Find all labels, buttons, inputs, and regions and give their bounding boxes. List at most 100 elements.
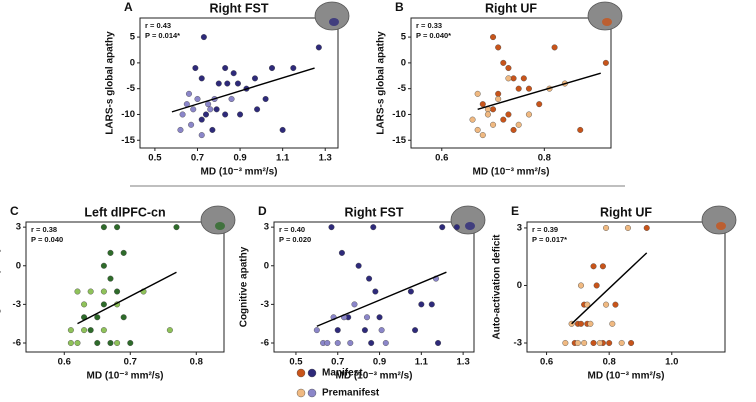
data-point	[603, 224, 610, 231]
data-point	[177, 126, 184, 133]
x-axis-label: MD (10⁻³ mm²/s)	[201, 167, 278, 178]
x-tick-label: 0.6	[58, 357, 71, 368]
data-point	[200, 34, 207, 41]
x-axis-label: MD (10⁻³ mm²/s)	[336, 371, 413, 382]
data-point	[505, 75, 512, 82]
y-tick-label: -15	[392, 135, 406, 146]
data-point	[313, 327, 320, 334]
data-point	[584, 301, 591, 308]
data-point	[490, 121, 497, 128]
data-point	[490, 34, 497, 41]
data-point	[192, 65, 199, 72]
data-point	[368, 339, 375, 346]
x-tick-label: 0.8	[538, 153, 551, 164]
y-tick-label: 0	[16, 260, 21, 271]
data-point	[254, 106, 261, 113]
data-point	[87, 327, 94, 334]
data-point	[593, 282, 600, 289]
panel-label: B	[395, 0, 404, 14]
data-point	[194, 95, 201, 102]
data-point	[198, 132, 205, 139]
stat-text: r = 0.39	[532, 225, 558, 234]
data-point	[334, 339, 341, 346]
trend-line	[77, 271, 177, 325]
data-point	[439, 224, 446, 231]
chart-title: Right UF	[485, 1, 537, 15]
plot-frame	[410, 17, 612, 149]
x-tick-label: 1.3	[319, 153, 332, 164]
x-tick-label: 0.8	[190, 357, 203, 368]
data-point	[412, 327, 419, 334]
y-tick-label: -3	[514, 338, 522, 349]
data-point	[107, 249, 114, 256]
data-point	[469, 116, 476, 123]
data-point	[603, 301, 610, 308]
data-point	[202, 111, 209, 118]
x-tick-label: 1.0	[665, 357, 678, 368]
data-point	[515, 85, 522, 92]
data-point	[536, 101, 543, 108]
data-point	[355, 262, 362, 269]
x-tick-label: 0.7	[124, 357, 137, 368]
trend-line	[571, 252, 648, 325]
data-point	[215, 80, 222, 87]
y-axis-label: Cognitive apathy	[0, 246, 2, 327]
y-tick-label: 3	[517, 222, 522, 233]
data-point	[324, 339, 331, 346]
data-point	[114, 339, 121, 346]
y-tick-label: 3	[16, 222, 21, 233]
data-point	[599, 263, 606, 270]
data-point	[237, 111, 244, 118]
data-point	[207, 106, 214, 113]
data-point	[520, 75, 527, 82]
legend-swatch	[296, 368, 306, 378]
y-tick-label: -10	[392, 109, 406, 120]
data-point	[290, 65, 297, 72]
y-tick-label: 0	[130, 57, 135, 68]
y-tick-label: 5	[401, 32, 407, 43]
data-point	[107, 339, 114, 346]
data-point	[378, 327, 385, 334]
data-point	[578, 282, 585, 289]
data-point	[418, 301, 425, 308]
chart-title: Right FST	[209, 1, 268, 15]
x-tick-label: 0.5	[148, 153, 162, 164]
data-point	[551, 44, 558, 51]
x-tick-label: 0.5	[289, 357, 303, 368]
x-tick-label: 0.6	[435, 153, 448, 164]
data-point	[67, 327, 74, 334]
data-point	[618, 339, 625, 346]
plot-frame	[25, 221, 225, 353]
data-point	[94, 339, 101, 346]
data-point	[510, 75, 517, 82]
y-tick-label: 0	[264, 260, 269, 271]
data-point	[94, 314, 101, 321]
stat-text: r = 0.38	[31, 225, 57, 234]
x-tick-label: 0.9	[373, 357, 386, 368]
data-point	[100, 288, 107, 295]
data-point	[205, 101, 212, 108]
data-point	[562, 339, 569, 346]
data-point	[578, 320, 585, 327]
data-point	[114, 224, 121, 231]
data-point	[490, 106, 497, 113]
stat-text: P = 0.014*	[145, 31, 180, 40]
data-point	[474, 126, 481, 133]
data-point	[590, 339, 597, 346]
y-tick-label: 0	[401, 57, 406, 68]
y-tick-label: -10	[121, 109, 135, 120]
y-tick-label: 3	[264, 222, 269, 233]
data-point	[166, 327, 173, 334]
plot-frame	[526, 221, 726, 353]
data-point	[222, 65, 229, 72]
x-tick-label: 0.9	[233, 153, 246, 164]
data-point	[114, 288, 121, 295]
data-point	[120, 314, 127, 321]
brain-icon-highlight	[716, 222, 726, 230]
y-tick-label: 0	[517, 280, 522, 291]
legend-swatch	[307, 368, 317, 378]
data-point	[363, 314, 370, 321]
data-point	[179, 111, 186, 118]
y-tick-label: -3	[13, 299, 21, 310]
data-point	[495, 90, 502, 97]
